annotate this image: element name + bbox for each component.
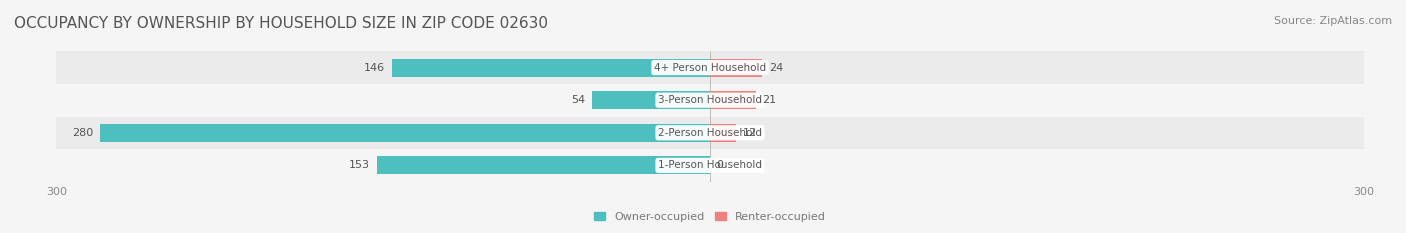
- Bar: [592, 91, 710, 109]
- Text: 54: 54: [572, 95, 586, 105]
- FancyBboxPatch shape: [56, 116, 1364, 149]
- Legend: Owner-occupied, Renter-occupied: Owner-occupied, Renter-occupied: [593, 212, 827, 222]
- Text: Source: ZipAtlas.com: Source: ZipAtlas.com: [1274, 16, 1392, 26]
- Bar: [710, 91, 756, 109]
- Text: 4+ Person Household: 4+ Person Household: [654, 63, 766, 72]
- Bar: [377, 157, 710, 174]
- Bar: [392, 59, 710, 76]
- Text: 280: 280: [72, 128, 93, 138]
- Bar: [100, 124, 710, 142]
- Text: 12: 12: [742, 128, 756, 138]
- Text: 0: 0: [717, 161, 724, 170]
- FancyBboxPatch shape: [56, 149, 1364, 182]
- Text: 21: 21: [762, 95, 776, 105]
- Bar: [710, 124, 737, 142]
- Text: 153: 153: [349, 161, 370, 170]
- FancyBboxPatch shape: [56, 84, 1364, 116]
- FancyBboxPatch shape: [56, 51, 1364, 84]
- Text: 2-Person Household: 2-Person Household: [658, 128, 762, 138]
- Text: 146: 146: [364, 63, 385, 72]
- Text: 24: 24: [769, 63, 783, 72]
- Text: 1-Person Household: 1-Person Household: [658, 161, 762, 170]
- Text: OCCUPANCY BY OWNERSHIP BY HOUSEHOLD SIZE IN ZIP CODE 02630: OCCUPANCY BY OWNERSHIP BY HOUSEHOLD SIZE…: [14, 16, 548, 31]
- Text: 3-Person Household: 3-Person Household: [658, 95, 762, 105]
- Bar: [710, 59, 762, 76]
